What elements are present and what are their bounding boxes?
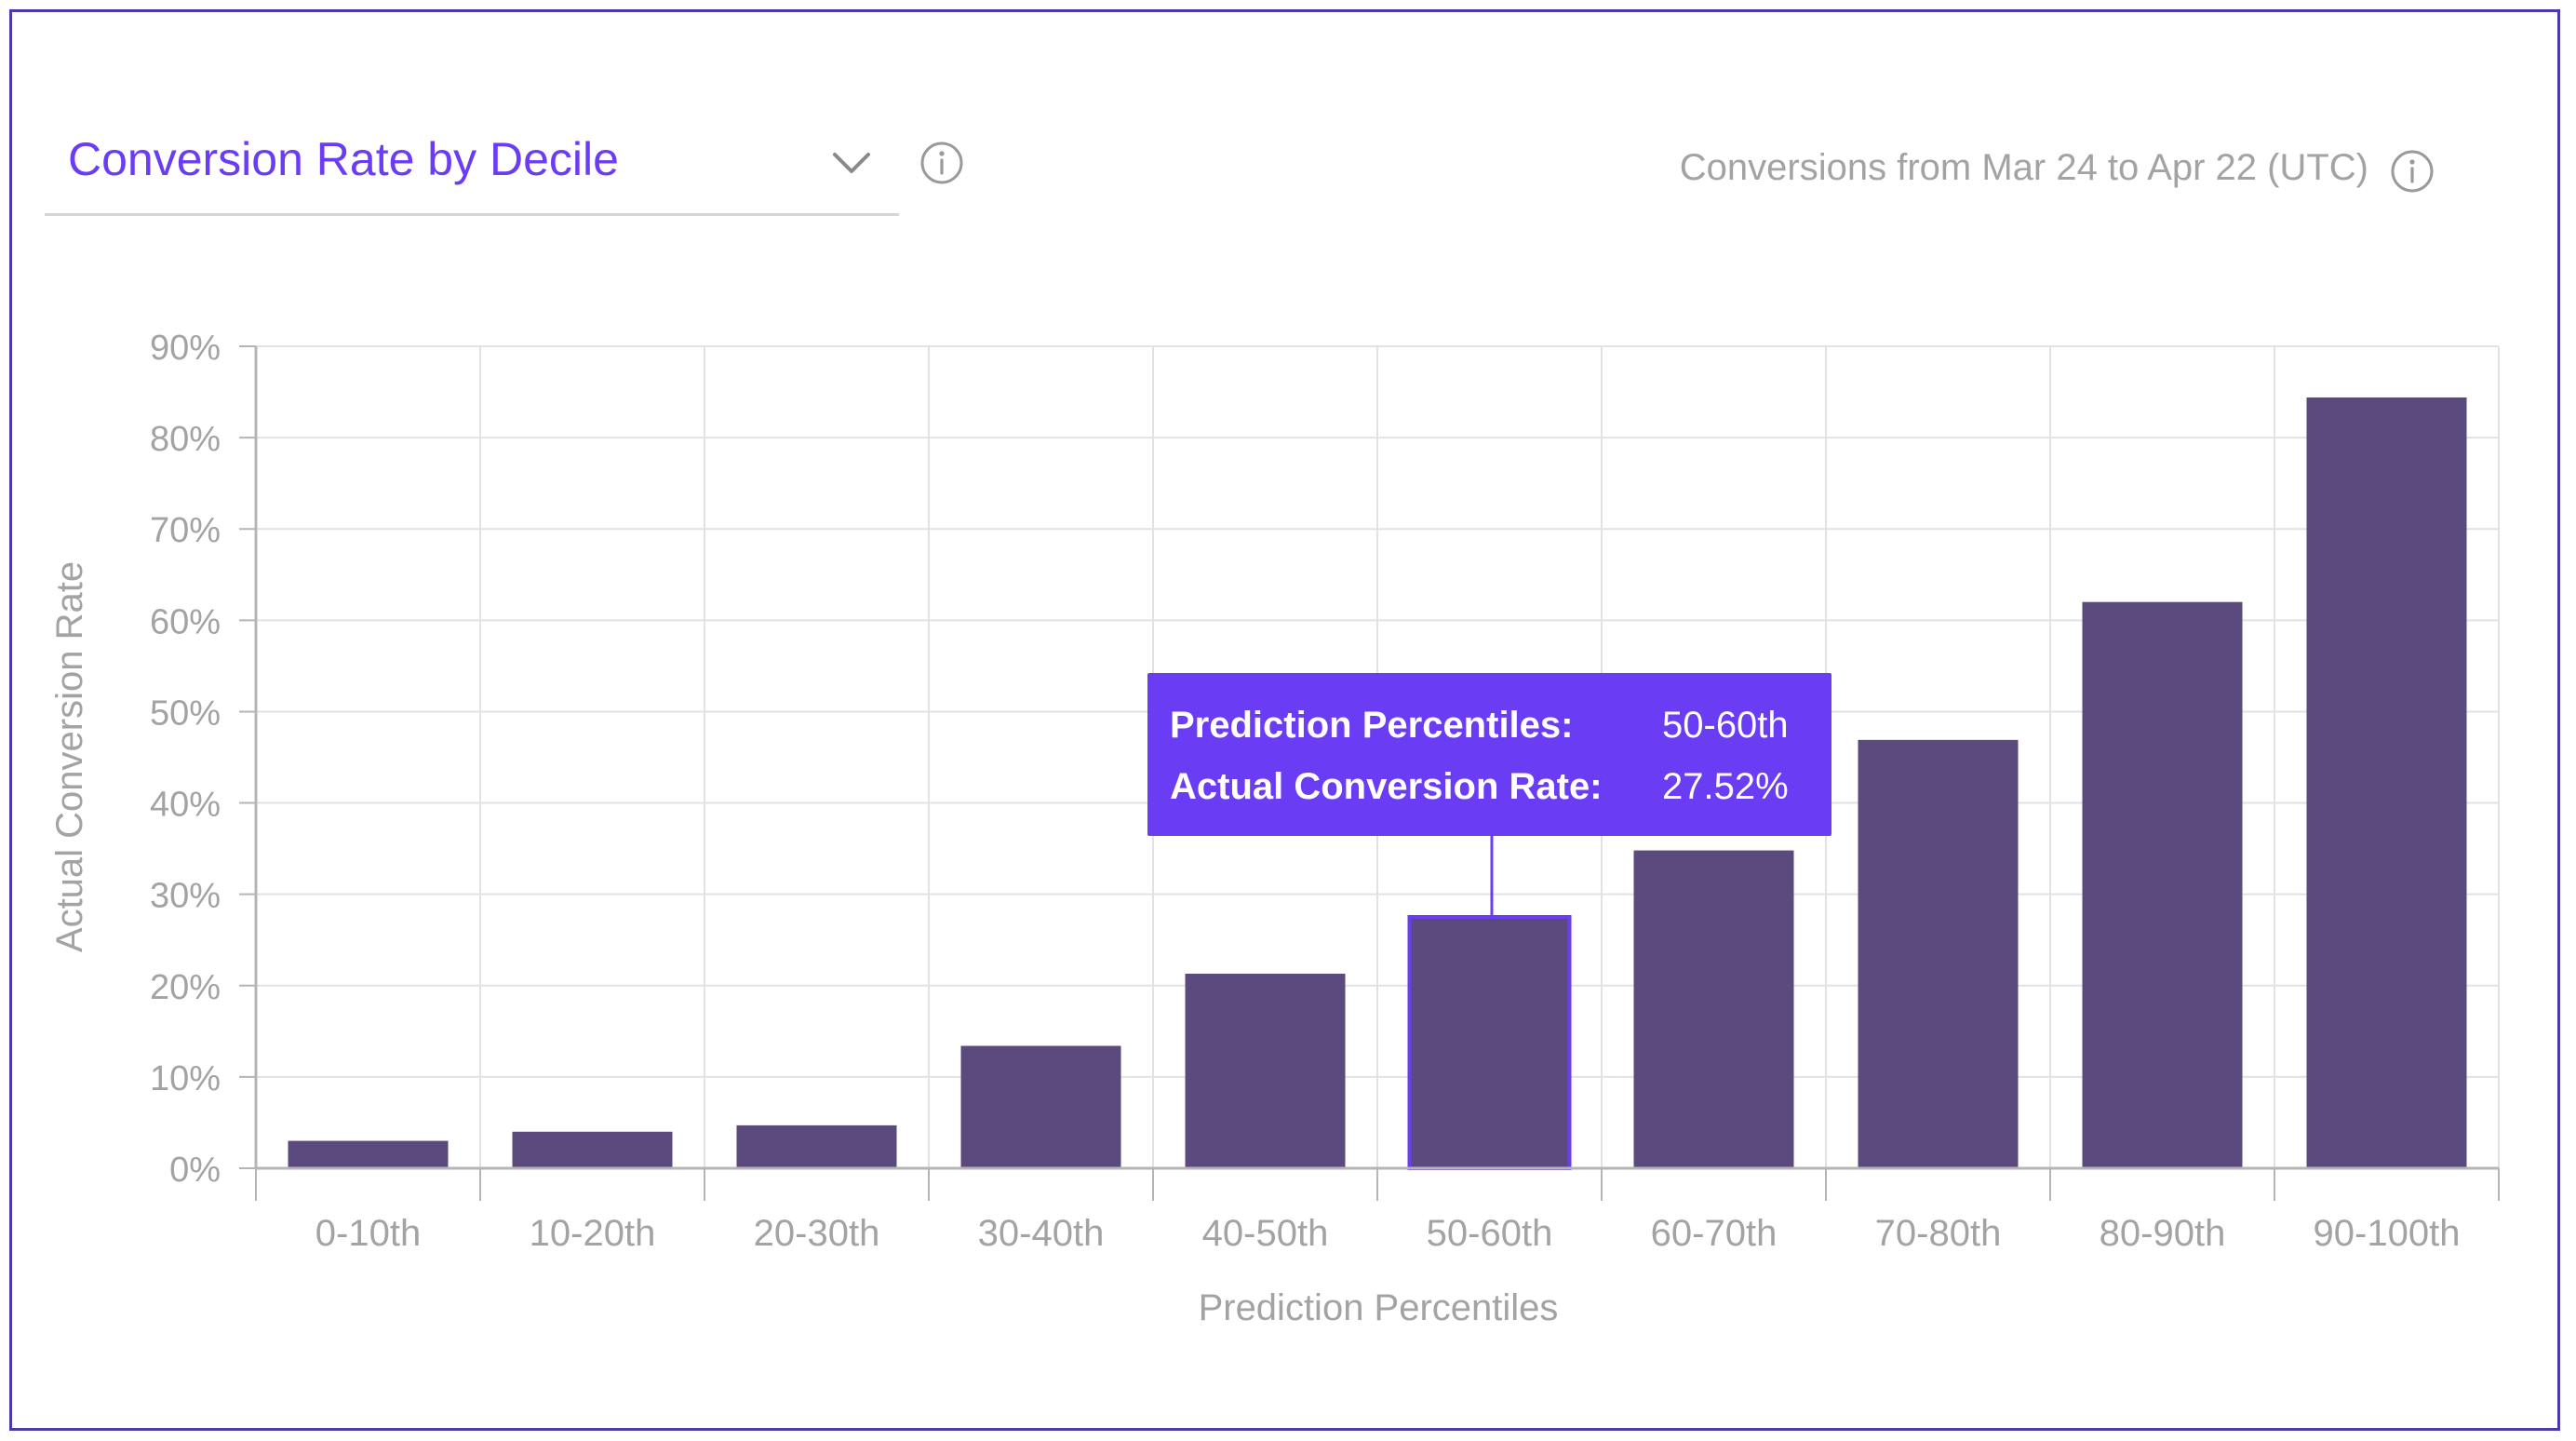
x-axis-title: Prediction Percentiles	[1199, 1287, 1559, 1328]
x-tick-label: 10-20th	[530, 1213, 656, 1254]
x-tick-label: 40-50th	[1202, 1213, 1329, 1254]
tooltip-rate-label: Actual Conversion Rate:	[1170, 766, 1603, 807]
metric-dropdown[interactable]: Conversion Rate by Decile	[45, 112, 899, 216]
bar-90-100th[interactable]	[2306, 397, 2467, 1168]
y-tick-label: 0%	[169, 1151, 221, 1190]
bar-40-50th[interactable]	[1185, 974, 1346, 1168]
bar-60-70th[interactable]	[1633, 850, 1794, 1168]
x-tick-label: 50-60th	[1427, 1213, 1553, 1254]
date-range-label: Conversions from Mar 24 to Apr 22 (UTC)	[1679, 147, 2368, 188]
bar-0-10th[interactable]	[288, 1140, 449, 1168]
bar-70-80th[interactable]	[1858, 739, 2019, 1168]
x-tick-label: 60-70th	[1651, 1213, 1778, 1254]
y-tick-label: 60%	[150, 602, 221, 641]
metric-dropdown-value: Conversion Rate by Decile	[68, 133, 619, 185]
x-tick-label: 80-90th	[2100, 1213, 2226, 1254]
date-range-info-icon[interactable]	[2390, 149, 2435, 194]
bar-10-20th[interactable]	[512, 1131, 673, 1168]
bar-30-40th[interactable]	[960, 1045, 1121, 1168]
bar-50-60th[interactable]	[1407, 914, 1572, 1170]
x-tick-label: 20-30th	[754, 1213, 880, 1254]
y-tick-label: 40%	[150, 786, 221, 825]
tooltip-percentile-value: 50-60th	[1662, 705, 1789, 746]
bar-tooltip: Prediction Percentiles: 50-60th Actual C…	[1147, 673, 1831, 836]
x-tick-label: 0-10th	[315, 1213, 421, 1254]
x-tick-label: 70-80th	[1875, 1213, 2002, 1254]
axes: 0% 10% 20% 30% 40% 50% 60% 70% 80% 90% 0-10th 10-20…	[150, 329, 2500, 1254]
y-tick-label: 30%	[150, 877, 221, 916]
x-tick-label: 90-100th	[2314, 1213, 2461, 1254]
y-tick-label: 50%	[150, 694, 221, 733]
y-tick-label: 10%	[150, 1059, 221, 1098]
y-axis-title: Actual Conversion Rate	[49, 561, 90, 952]
bar-20-30th[interactable]	[736, 1125, 897, 1168]
y-tick-label: 20%	[150, 968, 221, 1007]
info-icon[interactable]	[919, 141, 964, 185]
y-tick-label: 90%	[150, 329, 221, 368]
tooltip-percentile-label: Prediction Percentiles:	[1170, 705, 1574, 746]
chevron-down-icon[interactable]	[831, 149, 872, 177]
x-tick-label: 30-40th	[978, 1213, 1105, 1254]
bars	[288, 397, 2467, 1170]
tooltip-rate-value: 27.52%	[1662, 766, 1789, 807]
y-tick-label: 70%	[150, 511, 221, 550]
y-tick-label: 80%	[150, 420, 221, 459]
bar-80-90th[interactable]	[2082, 601, 2243, 1168]
